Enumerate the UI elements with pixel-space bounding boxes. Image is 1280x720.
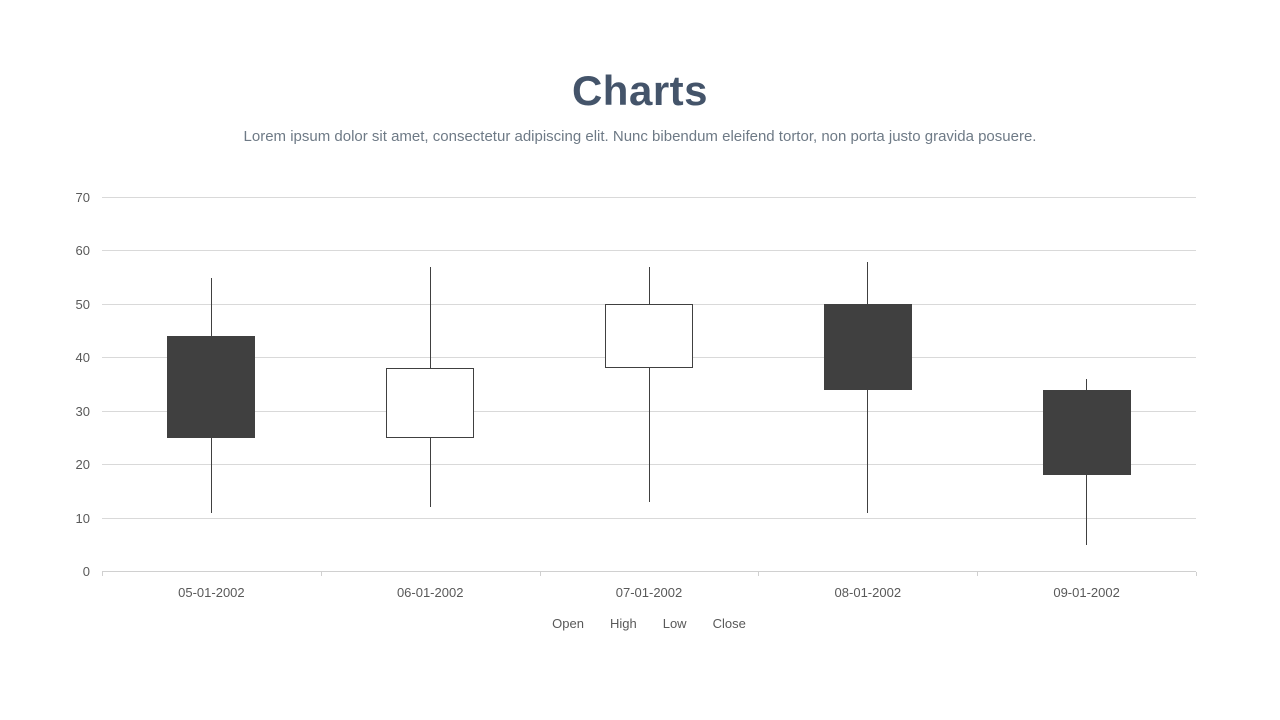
x-axis-label: 05-01-2002	[178, 585, 245, 600]
candle-body-down	[167, 336, 256, 438]
gridline	[102, 517, 1196, 519]
x-axis-tick	[320, 571, 322, 576]
y-axis-label: 70	[75, 190, 90, 205]
page-title: Charts	[571, 67, 709, 114]
gridline	[102, 250, 1196, 252]
x-axis-label: 07-01-2002	[615, 585, 683, 600]
x-axis-label: 08-01-2002	[834, 585, 902, 600]
x-axis-tick	[102, 571, 103, 576]
y-axis-label: 20	[75, 457, 90, 473]
candle-body-up	[386, 368, 475, 438]
y-axis-label: 10	[75, 510, 90, 526]
legend-item-high: High	[609, 616, 637, 631]
candle-body-down	[1042, 389, 1131, 476]
candle-wick	[648, 266, 650, 503]
candle-body-down	[823, 304, 912, 390]
y-axis-label: 40	[75, 350, 90, 366]
legend-item-close: Close	[712, 616, 746, 631]
x-axis-tick	[977, 571, 979, 576]
x-axis-tick	[539, 571, 541, 576]
x-axis-tick	[758, 571, 760, 576]
y-axis-label: 30	[75, 403, 90, 419]
x-axis-line	[102, 571, 1196, 572]
y-axis-label: 50	[75, 296, 90, 312]
gridline	[102, 197, 1196, 198]
x-axis-label: 06-01-2002	[396, 585, 464, 600]
x-axis-label: 09-01-2002	[1053, 585, 1120, 600]
y-axis-label: 60	[75, 243, 90, 259]
legend-item-low: Low	[662, 616, 687, 631]
y-axis-label: 0	[82, 564, 90, 579]
legend-item-open: Open	[552, 616, 584, 631]
x-axis-tick	[1196, 571, 1197, 576]
page-subtitle: Lorem ipsum dolor sit amet, consectetur …	[243, 128, 1037, 145]
candle-body-up	[605, 304, 693, 369]
chart-legend: Open High Low Close	[102, 616, 1196, 631]
